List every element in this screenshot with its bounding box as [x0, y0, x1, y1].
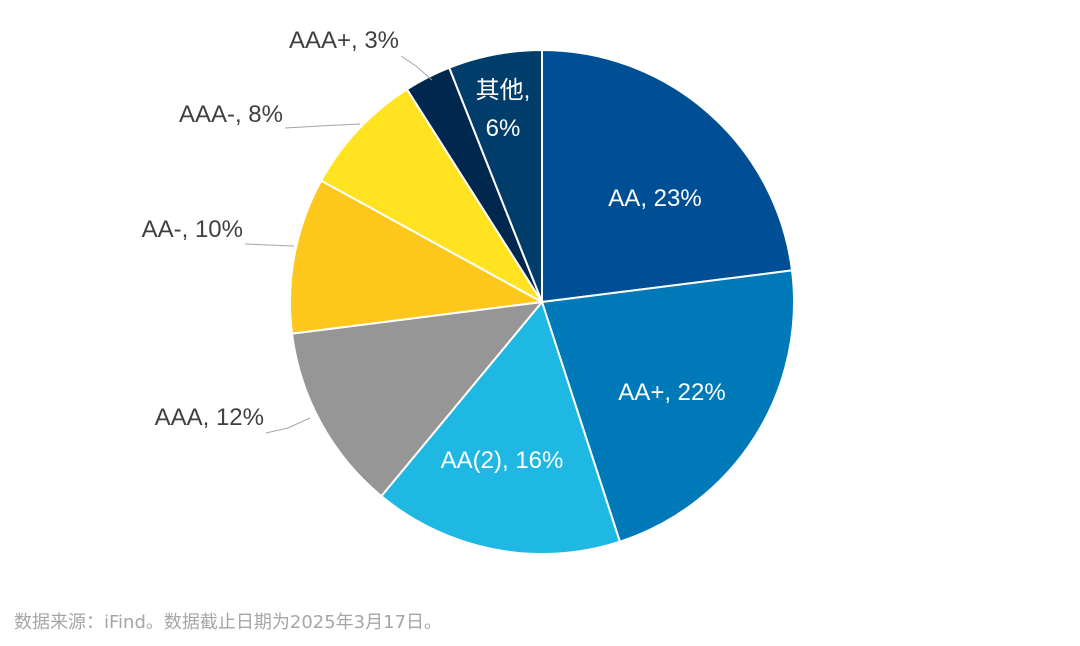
data-labels: AA, 23% AA+, 22% AA(2), 16% AAA, 12% AA-, 10…	[142, 27, 726, 474]
leader-line-aa-minus	[244, 243, 295, 247]
pie-slice-aa	[541, 49, 794, 303]
leader-line-aaa-minus	[284, 123, 361, 129]
data-label-other: 其他, 6%	[476, 77, 531, 142]
data-label-aa: AA, 23%	[608, 185, 701, 212]
leader-lines	[244, 55, 433, 434]
data-label-aa-minus: AA-, 10%	[142, 216, 243, 243]
data-label-aa-plus: AA+, 22%	[618, 379, 725, 406]
source-note: 数据来源：iFind。数据截止日期为2025年3月17日。	[14, 612, 443, 633]
data-label-aaa-minus: AAA-, 8%	[179, 101, 283, 128]
pie-slice-aa-2	[380, 301, 621, 555]
data-label-aaa: AAA, 12%	[155, 404, 264, 431]
pie-slice-aa-minus	[289, 179, 543, 335]
pie-slices	[289, 49, 795, 555]
pie-slice-aaa-minus	[320, 88, 543, 303]
pie-slice-aaa	[290, 301, 543, 498]
leader-line-aaa-plus	[400, 55, 433, 81]
data-label-aaa-plus: AAA+, 3%	[289, 27, 399, 54]
pie-slice-other	[448, 49, 543, 303]
data-label-aa-2: AA(2), 16%	[441, 447, 564, 474]
pie-slice-aa-plus	[541, 269, 795, 543]
leader-line-aaa	[265, 417, 311, 434]
